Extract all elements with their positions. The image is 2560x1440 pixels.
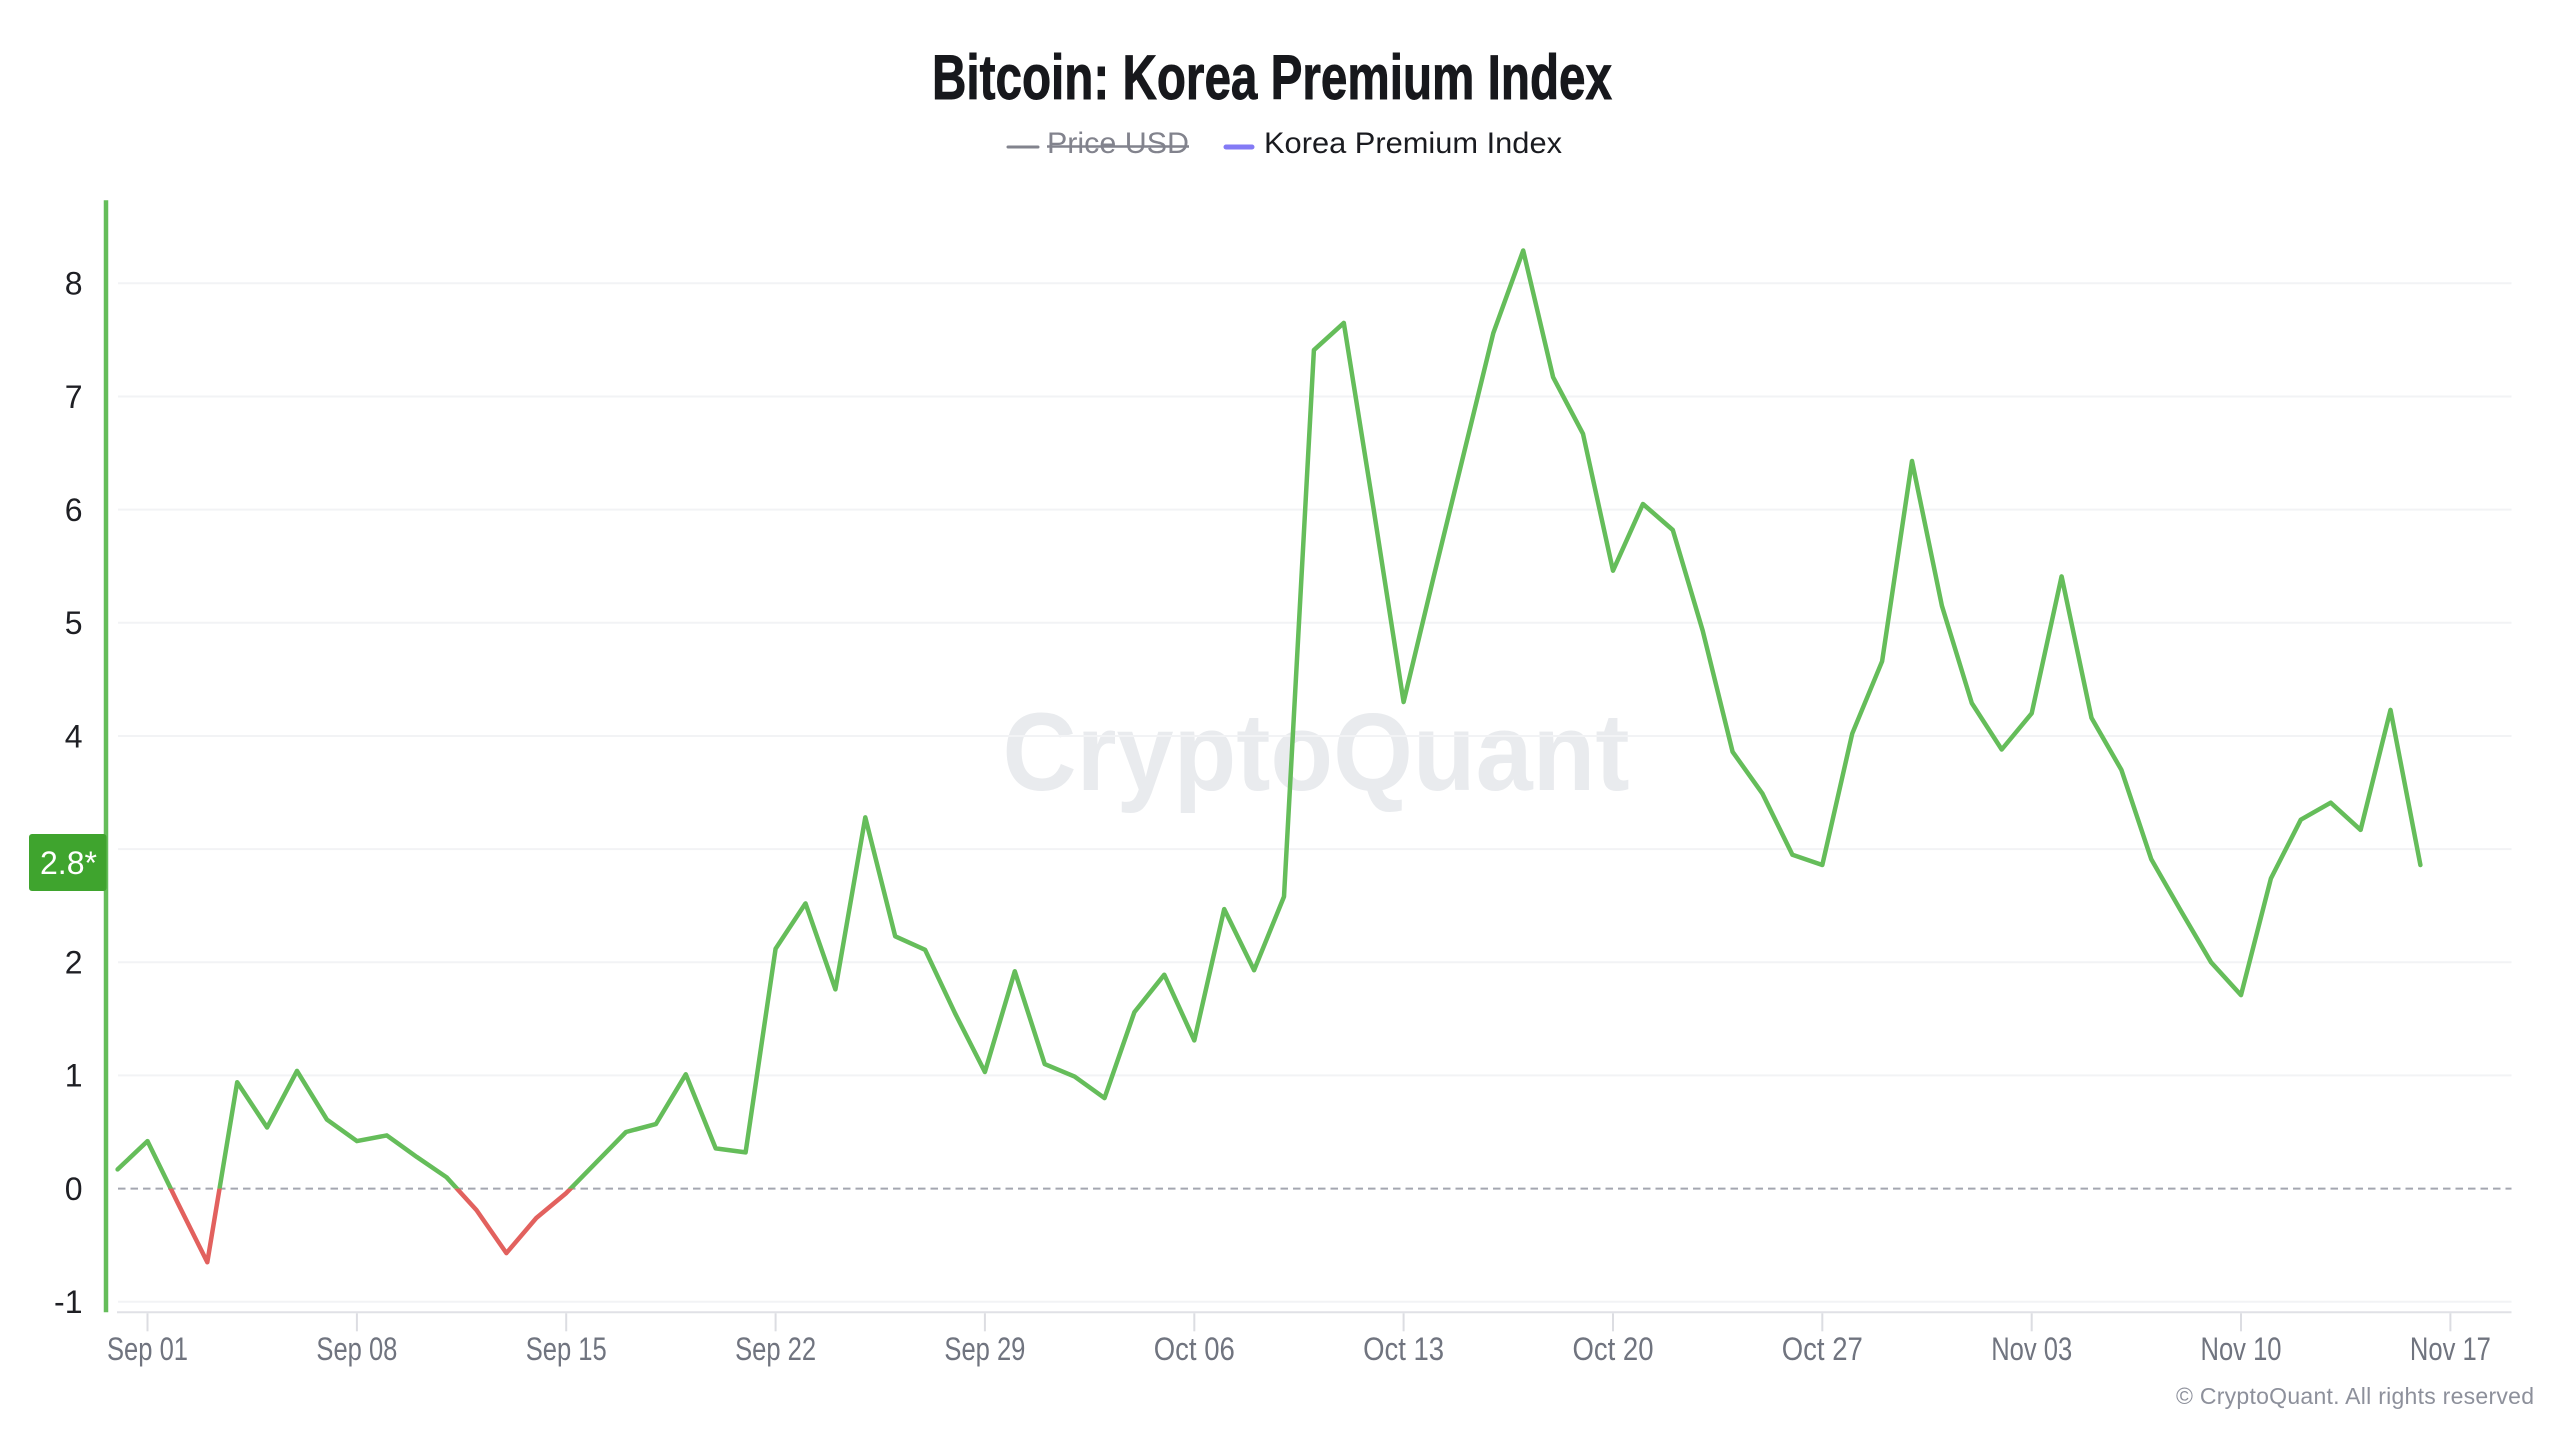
- svg-text:CryptoQuant: CryptoQuant: [1003, 691, 1630, 814]
- svg-text:Oct 13: Oct 13: [1363, 1331, 1444, 1367]
- svg-text:0: 0: [65, 1171, 83, 1207]
- svg-text:Korea Premium Index: Korea Premium Index: [1264, 127, 1562, 160]
- svg-text:Nov 03: Nov 03: [1991, 1331, 2072, 1367]
- svg-text:-1: -1: [54, 1284, 82, 1320]
- svg-text:1: 1: [65, 1058, 83, 1094]
- svg-text:Bitcoin: Korea Premium Index: Bitcoin: Korea Premium Index: [932, 43, 1612, 113]
- svg-text:Sep 08: Sep 08: [316, 1331, 397, 1367]
- svg-text:Oct 06: Oct 06: [1154, 1331, 1235, 1367]
- svg-text:Sep 15: Sep 15: [526, 1331, 607, 1367]
- svg-text:Sep 01: Sep 01: [107, 1331, 188, 1367]
- svg-text:Nov 17: Nov 17: [2410, 1331, 2491, 1367]
- svg-text:6: 6: [65, 492, 83, 528]
- svg-text:5: 5: [65, 605, 83, 641]
- svg-text:2.8*: 2.8*: [40, 845, 97, 881]
- svg-text:8: 8: [65, 266, 83, 302]
- svg-text:Oct 27: Oct 27: [1782, 1331, 1863, 1367]
- svg-text:Sep 29: Sep 29: [944, 1331, 1025, 1367]
- svg-text:7: 7: [65, 379, 83, 415]
- svg-text:© CryptoQuant. All rights rese: © CryptoQuant. All rights reserved: [2176, 1383, 2534, 1409]
- svg-text:Oct 20: Oct 20: [1573, 1331, 1654, 1367]
- svg-text:Price USD: Price USD: [1047, 127, 1189, 160]
- svg-text:2: 2: [65, 945, 83, 981]
- svg-text:4: 4: [65, 718, 83, 754]
- svg-text:Sep 22: Sep 22: [735, 1331, 816, 1367]
- svg-text:Nov 10: Nov 10: [2201, 1331, 2282, 1367]
